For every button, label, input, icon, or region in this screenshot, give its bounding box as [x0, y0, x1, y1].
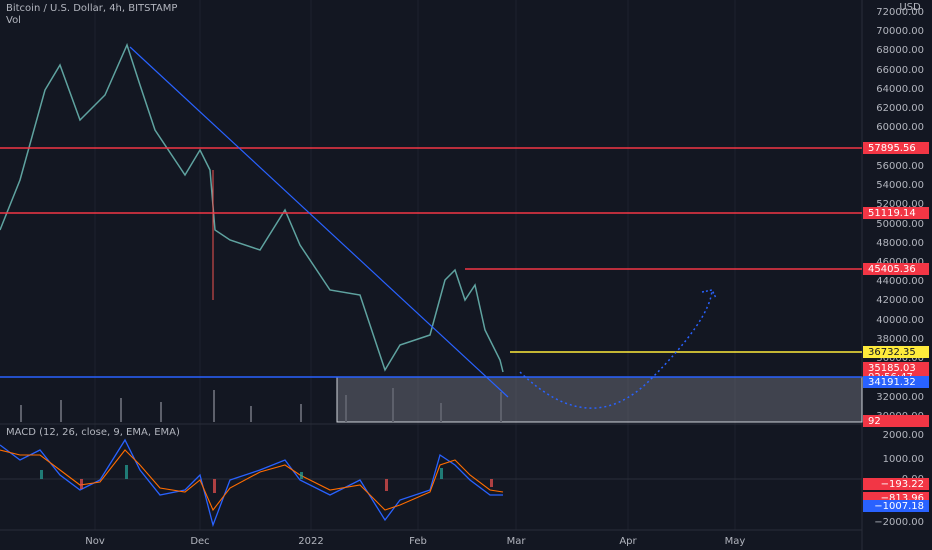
price-tick-label: 42000.00	[876, 295, 924, 306]
price-tick-label: 70000.00	[876, 26, 924, 37]
time-tick-label: Feb	[409, 536, 427, 547]
price-tick-label: 36000.00	[876, 353, 924, 364]
price-tick-label: 60000.00	[876, 122, 924, 133]
price-tick-label: 40000.00	[876, 315, 924, 326]
price-tick-label: 38000.00	[876, 334, 924, 345]
time-tick-label: Nov	[85, 536, 105, 547]
macd-label-bg	[863, 500, 929, 512]
price-label: 92	[868, 416, 881, 427]
time-tick-label: 2022	[298, 536, 323, 547]
price-tick-label: 56000.00	[876, 161, 924, 172]
macd-label: −193.22	[881, 479, 924, 490]
price-label: 34191.32	[868, 377, 916, 388]
time-tick-label: Dec	[190, 536, 209, 547]
range-box	[336, 376, 863, 423]
volume-title: Vol	[6, 15, 21, 26]
symbol-title: Bitcoin / U.S. Dollar, 4h, BITSTAMP	[6, 3, 177, 14]
price-tick-label: 66000.00	[876, 65, 924, 76]
price-tick-label: 62000.00	[876, 103, 924, 114]
dynamic-labels: 72000.00 70000.00 68000.00 66000.00 64000.00…	[85, 7, 929, 547]
time-tick-label: May	[725, 536, 746, 547]
macd-label: −813.96	[881, 493, 924, 504]
price-tick-label: 72000.00	[876, 7, 924, 18]
price-label: 51119.14	[868, 208, 916, 219]
price-tick-label: 48000.00	[876, 238, 924, 249]
price-tick-label: 50000.00	[876, 219, 924, 230]
macd-label-bg	[863, 478, 929, 490]
price-tick-label: 54000.00	[876, 180, 924, 191]
price-tick-label: 46000.00	[876, 257, 924, 268]
price-tick-label: 68000.00	[876, 45, 924, 56]
price-label: 35185.03	[868, 363, 916, 374]
price-label: 57895.56	[868, 143, 916, 154]
price-tick-label: 52000.00	[876, 199, 924, 210]
price-label-bg	[863, 415, 929, 427]
trend-line	[129, 46, 509, 398]
time-tick-label: Apr	[619, 536, 637, 547]
time-tick-label: Mar	[507, 536, 527, 547]
macd-tick-label: 1000.00	[883, 454, 924, 465]
price-label-bg	[863, 263, 929, 275]
price-label-bg	[863, 207, 929, 219]
arrow-head	[701, 289, 717, 299]
price-label: 36732.35	[868, 347, 916, 358]
price-tick-label: 64000.00	[876, 84, 924, 95]
macd-tick-label: 2000.00	[883, 430, 924, 441]
price-label: 45405.36	[868, 264, 916, 275]
volume-bars	[20, 388, 502, 422]
macd-pane	[0, 438, 862, 528]
price-tick-label: 44000.00	[876, 276, 924, 287]
macd-tick-label: −2000.00	[874, 517, 924, 528]
currency: USD	[899, 2, 921, 13]
price-path	[0, 42, 504, 373]
macd-title: MACD (12, 26, close, 9, EMA, EMA)	[6, 427, 180, 438]
price-label-bg	[863, 346, 929, 358]
grid	[94, 0, 736, 530]
macd-label: −1007.18	[874, 501, 924, 512]
price-tick-label: 32000.00	[876, 392, 924, 403]
price-label-bg	[863, 142, 929, 154]
price-label-bg	[863, 376, 929, 388]
